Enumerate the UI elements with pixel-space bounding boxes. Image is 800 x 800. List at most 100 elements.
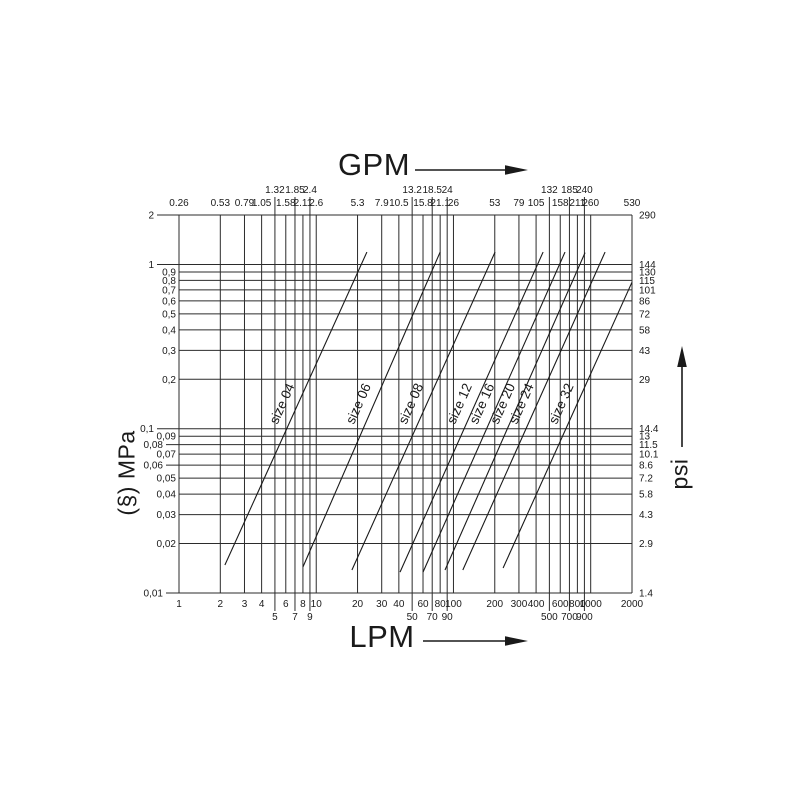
lpm-tick-label: 2	[218, 599, 224, 610]
gpm-tick-label: 158	[552, 198, 569, 209]
psi-tick-label: 43	[639, 346, 651, 357]
gpm-tick-label: 2.11	[294, 198, 313, 209]
lpm-tick-label: 1000	[580, 599, 603, 610]
lpm-tick-label: 90	[442, 612, 454, 623]
psi-tick-label: 7.2	[639, 474, 653, 485]
gpm-tick-label: 18.5	[422, 185, 442, 196]
mpa-tick-label: 0,05	[157, 474, 177, 485]
mpa-tick-label: 0,04	[157, 490, 177, 501]
mpa-tick-label: 0,4	[162, 325, 176, 336]
psi-tick-label: 1.4	[639, 589, 653, 600]
psi-tick-label: 72	[639, 309, 651, 320]
lpm-tick-label: 100	[445, 599, 462, 610]
mpa-tick-label: 0,7	[162, 285, 176, 296]
series-line	[444, 252, 586, 571]
series-label: size 04	[266, 381, 297, 427]
gpm-tick-label: 132	[541, 185, 558, 196]
lpm-tick-label: 6	[283, 599, 289, 610]
psi-tick-label: 290	[639, 211, 656, 222]
lpm-tick-label: 1	[176, 599, 182, 610]
lpm-tick-label: 400	[528, 599, 545, 610]
gpm-tick-label: 260	[582, 198, 599, 209]
gpm-tick-label: 2.6	[309, 198, 323, 209]
gpm-tick-label: 0.79	[235, 198, 255, 209]
mpa-tick-label: 0,03	[157, 510, 177, 521]
gpm-tick-label: 13.2	[402, 185, 422, 196]
gpm-tick-label: 530	[624, 198, 641, 209]
gpm-tick-label: 1.58	[276, 198, 296, 209]
mpa-tick-label: 1	[148, 260, 154, 271]
lpm-tick-label: 300	[511, 599, 528, 610]
series-line	[399, 251, 544, 573]
lpm-tick-label: 8	[300, 599, 306, 610]
psi-tick-label: 5.8	[639, 490, 653, 501]
mpa-tick-label: 0,8	[162, 276, 176, 287]
gpm-tick-label: 211	[569, 198, 585, 209]
mpa-tick-label: 0,6	[162, 296, 176, 307]
mpa-tick-label: 0,06	[144, 461, 164, 472]
lpm-tick-label: 800	[569, 599, 586, 610]
psi-tick-label: 14.4	[639, 424, 659, 435]
gpm-tick-label: 240	[576, 185, 593, 196]
series-line	[462, 251, 606, 571]
gpm-tick-label: 0.53	[211, 198, 231, 209]
mpa-tick-label: 0,9	[162, 267, 176, 278]
psi-tick-label: 10.1	[639, 450, 659, 461]
gpm-tick-label: 2.4	[303, 185, 317, 196]
lpm-tick-label: 200	[486, 599, 503, 610]
psi-tick-label: 4.3	[639, 510, 653, 521]
gpm-tick-label: 1.05	[252, 198, 272, 209]
lpm-tick-label: 2000	[621, 599, 644, 610]
psi-tick-label: 115	[639, 276, 655, 287]
psi-tick-label: 86	[639, 296, 651, 307]
psi-tick-label: 29	[639, 375, 651, 386]
psi-tick-label: 8.6	[639, 461, 653, 472]
gpm-tick-label: 1.85	[285, 185, 305, 196]
psi-arrow-icon	[677, 346, 687, 447]
lpm-tick-label: 7	[292, 612, 298, 623]
mpa-tick-label: 0,07	[157, 450, 177, 461]
gpm-tick-label: 10.5	[389, 198, 409, 209]
lpm-tick-label: 9	[307, 612, 313, 623]
mpa-tick-label: 0,02	[157, 539, 177, 550]
series-line	[224, 251, 368, 566]
lpm-tick-label: 40	[393, 599, 405, 610]
series-label: size 08	[395, 381, 426, 426]
mpa-tick-label: 2	[148, 211, 154, 222]
lpm-tick-label: 60	[417, 599, 429, 610]
series-line	[422, 251, 566, 573]
mpa-tick-label: 0,2	[162, 375, 176, 386]
mpa-tick-label: 0,01	[144, 589, 164, 600]
psi-tick-label: 130	[639, 267, 656, 278]
gpm-axis-title: GPM	[337, 147, 411, 182]
series-line	[502, 281, 633, 569]
gpm-tick-label: 15.8	[413, 198, 433, 209]
mpa-tick-label: 0,08	[144, 440, 164, 451]
gpm-tick-label: 7.9	[375, 198, 389, 209]
lpm-tick-label: 70	[427, 612, 439, 623]
lpm-tick-label: 80	[435, 599, 447, 610]
mpa-axis-title: (§) MPa	[113, 430, 140, 516]
lpm-tick-label: 5	[272, 612, 278, 623]
lpm-tick-label: 3	[242, 599, 248, 610]
mpa-tick-label: 0,09	[157, 432, 177, 443]
lpm-tick-label: 500	[541, 612, 558, 623]
series-label: size 06	[343, 381, 374, 426]
series-line	[351, 251, 496, 571]
series-label: size 32	[546, 381, 577, 426]
gpm-tick-label: 105	[528, 198, 545, 209]
lpm-tick-label: 700	[561, 612, 578, 623]
lpm-tick-label: 900	[576, 612, 593, 623]
series-line	[302, 251, 441, 568]
psi-tick-label: 58	[639, 325, 651, 336]
gpm-tick-label: 53	[489, 198, 501, 209]
psi-tick-label: 13	[639, 432, 651, 443]
psi-tick-label: 2.9	[639, 539, 653, 550]
gpm-tick-label: 0.26	[169, 198, 189, 209]
lpm-tick-label: 10	[311, 599, 323, 610]
psi-tick-label: 11.5	[639, 440, 658, 451]
gpm-tick-label: 24	[442, 185, 454, 196]
lpm-arrow-icon	[423, 636, 528, 646]
